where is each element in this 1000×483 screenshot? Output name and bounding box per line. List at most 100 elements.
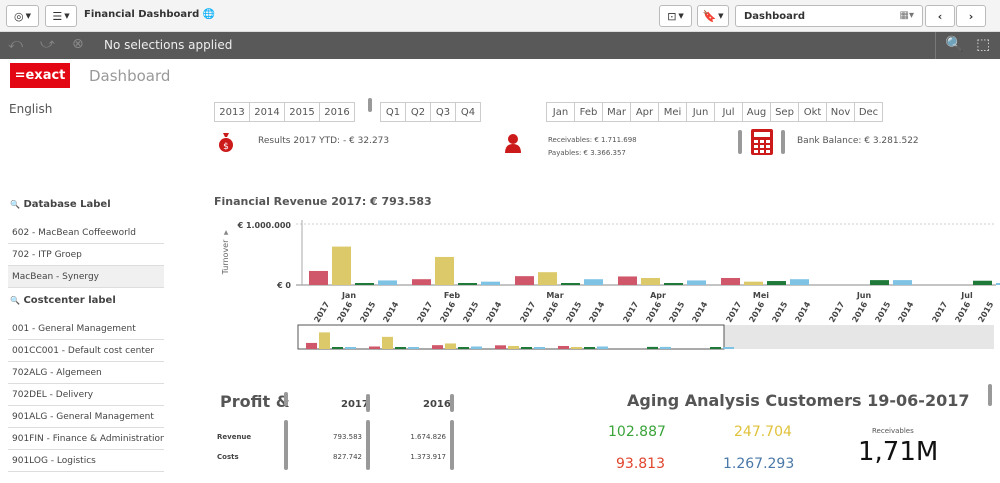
aging-value: 93.813 bbox=[616, 456, 665, 472]
mini-bar bbox=[508, 345, 519, 349]
sheet-selector[interactable]: Dashboard ▦▾ bbox=[735, 5, 923, 27]
clear-selections-icon[interactable]: ⊗ bbox=[72, 36, 84, 52]
profit-row-scrollbar-2[interactable] bbox=[366, 420, 370, 470]
list-item[interactable]: 602 - MacBean Coffeeworld bbox=[8, 222, 164, 244]
quarter-button[interactable]: Q4 bbox=[455, 102, 481, 122]
chevron-left-icon: ‹ bbox=[937, 9, 943, 23]
profit-title: Profit & bbox=[220, 392, 290, 411]
present-button[interactable]: ⊡ ▼ bbox=[659, 5, 692, 27]
profit-scrollbar[interactable] bbox=[284, 392, 288, 406]
bar-tick-label: 2016 bbox=[438, 300, 457, 324]
mini-bar bbox=[458, 347, 469, 349]
month-button[interactable]: Okt bbox=[798, 102, 827, 122]
language-label[interactable]: English bbox=[9, 102, 53, 116]
bar-tick-label: 2017 bbox=[312, 300, 331, 324]
step-back-icon[interactable]: ⤺ bbox=[8, 36, 23, 52]
search-icon: 🔍 bbox=[10, 200, 20, 209]
list-item[interactable]: 702DEL - Delivery bbox=[8, 384, 164, 406]
quarter-button[interactable]: Q3 bbox=[430, 102, 456, 122]
mini-bar bbox=[660, 346, 671, 349]
month-button[interactable]: Feb bbox=[574, 102, 603, 122]
navigation-compass-button[interactable]: ◎ ▼ bbox=[6, 5, 39, 27]
month-button[interactable]: Jun bbox=[686, 102, 715, 122]
quarter-button[interactable]: Q1 bbox=[380, 102, 406, 122]
bar-tick-label: 2017 bbox=[827, 300, 846, 324]
mini-bar bbox=[332, 347, 343, 349]
y-tick-label: € 0 bbox=[276, 281, 291, 290]
results-kpi: Results 2017 YTD: - € 32.273 bbox=[258, 136, 390, 146]
selections-bar: ⤺ ⤻ ⊗ No selections applied 🔍 ⬚ bbox=[0, 32, 1000, 59]
list-item[interactable]: 901ALG - General Management bbox=[8, 406, 164, 428]
list-item[interactable]: MacBean - Synergy bbox=[8, 266, 164, 288]
bar bbox=[378, 280, 397, 285]
search-icon[interactable]: 🔍 bbox=[945, 35, 964, 53]
bookmark-button[interactable]: 🔖 ▼ bbox=[697, 5, 729, 27]
list-item[interactable]: 001CC001 - Default cost center bbox=[8, 340, 164, 362]
compass-icon: ◎ bbox=[14, 9, 24, 23]
month-button[interactable]: Nov bbox=[826, 102, 855, 122]
profit-row-scrollbar-3[interactable] bbox=[450, 420, 454, 470]
month-button[interactable]: Jul bbox=[714, 102, 743, 122]
app-title-text: Financial Dashboard bbox=[84, 9, 200, 20]
month-button[interactable]: Dec bbox=[854, 102, 883, 122]
bar-tick-label: 2015 bbox=[461, 300, 480, 324]
category-label: Jan bbox=[341, 291, 356, 300]
profit-cell: 793.583 bbox=[333, 433, 362, 441]
kpi-scrollbar[interactable] bbox=[738, 130, 742, 154]
costcenter-panel-title: Costcenter label bbox=[23, 295, 116, 306]
sheet-grid-icon: ▦▾ bbox=[899, 10, 914, 21]
profit-col-scrollbar[interactable] bbox=[366, 394, 370, 412]
selections-message: No selections applied bbox=[104, 38, 233, 52]
bar-tick-label: 2014 bbox=[690, 300, 709, 324]
step-forward-icon[interactable]: ⤻ bbox=[40, 36, 55, 52]
database-panel-header[interactable]: 🔍 Database Label bbox=[10, 199, 111, 210]
mini-bar bbox=[408, 347, 419, 349]
smart-search-icon[interactable]: ⬚ bbox=[976, 35, 991, 53]
list-item[interactable]: 702ALG - Algemeen bbox=[8, 362, 164, 384]
profit-row-scrollbar[interactable] bbox=[284, 420, 288, 470]
profit-col-scrollbar-2[interactable] bbox=[450, 394, 454, 412]
list-item[interactable]: 001 - General Management bbox=[8, 318, 164, 340]
quarter-button[interactable]: Q2 bbox=[405, 102, 431, 122]
bar-tick-label: 2014 bbox=[587, 300, 606, 324]
bar bbox=[664, 283, 683, 285]
receivables-label: Receivables bbox=[872, 427, 914, 435]
year-filter-scrollbar[interactable] bbox=[368, 98, 372, 112]
month-button[interactable]: Sep bbox=[770, 102, 799, 122]
aging-scrollbar[interactable] bbox=[988, 384, 992, 406]
bar-tick-label: 2014 bbox=[381, 300, 400, 324]
next-sheet-button[interactable]: › bbox=[956, 5, 986, 27]
kpi-scrollbar-2[interactable] bbox=[781, 130, 785, 154]
chevron-down-icon: ▼ bbox=[718, 12, 724, 20]
list-item[interactable]: 901FIN - Finance & Administration bbox=[8, 428, 164, 450]
month-button[interactable]: Jan bbox=[546, 102, 575, 122]
bar-tick-label: 2015 bbox=[873, 300, 892, 324]
mini-bar bbox=[495, 345, 506, 349]
list-item[interactable]: 901LOG - Logistics bbox=[8, 450, 164, 472]
year-button[interactable]: 2016 bbox=[319, 102, 355, 122]
month-button[interactable]: Mei bbox=[658, 102, 687, 122]
month-button[interactable]: Apr bbox=[630, 102, 659, 122]
quarter-filter: Q1 Q2 Q3 Q4 bbox=[380, 102, 481, 122]
chevron-down-icon: ▼ bbox=[25, 12, 31, 20]
year-button[interactable]: 2015 bbox=[284, 102, 320, 122]
month-button[interactable]: Mar bbox=[602, 102, 631, 122]
y-axis-label: Turnover bbox=[221, 239, 230, 276]
category-label: Jun bbox=[856, 291, 872, 300]
bar-tick-label: 2014 bbox=[896, 300, 915, 324]
receivables-value: 1,71M bbox=[858, 437, 939, 467]
mini-bar bbox=[471, 346, 482, 349]
costcenter-panel-header[interactable]: 🔍 Costcenter label bbox=[10, 295, 116, 306]
category-label: Feb bbox=[444, 291, 461, 300]
year-button[interactable]: 2014 bbox=[249, 102, 285, 122]
year-button[interactable]: 2013 bbox=[214, 102, 250, 122]
app-menu-button[interactable]: ☰ ▼ bbox=[45, 5, 77, 27]
bar-tick-label: 2016 bbox=[644, 300, 663, 324]
month-button[interactable]: Aug bbox=[742, 102, 771, 122]
previous-sheet-button[interactable]: ‹ bbox=[925, 5, 955, 27]
list-item[interactable]: 702 - ITP Groep bbox=[8, 244, 164, 266]
bar bbox=[515, 276, 534, 285]
bar-tick-label: 2015 bbox=[667, 300, 686, 324]
profit-row-label: Costs bbox=[217, 453, 239, 461]
